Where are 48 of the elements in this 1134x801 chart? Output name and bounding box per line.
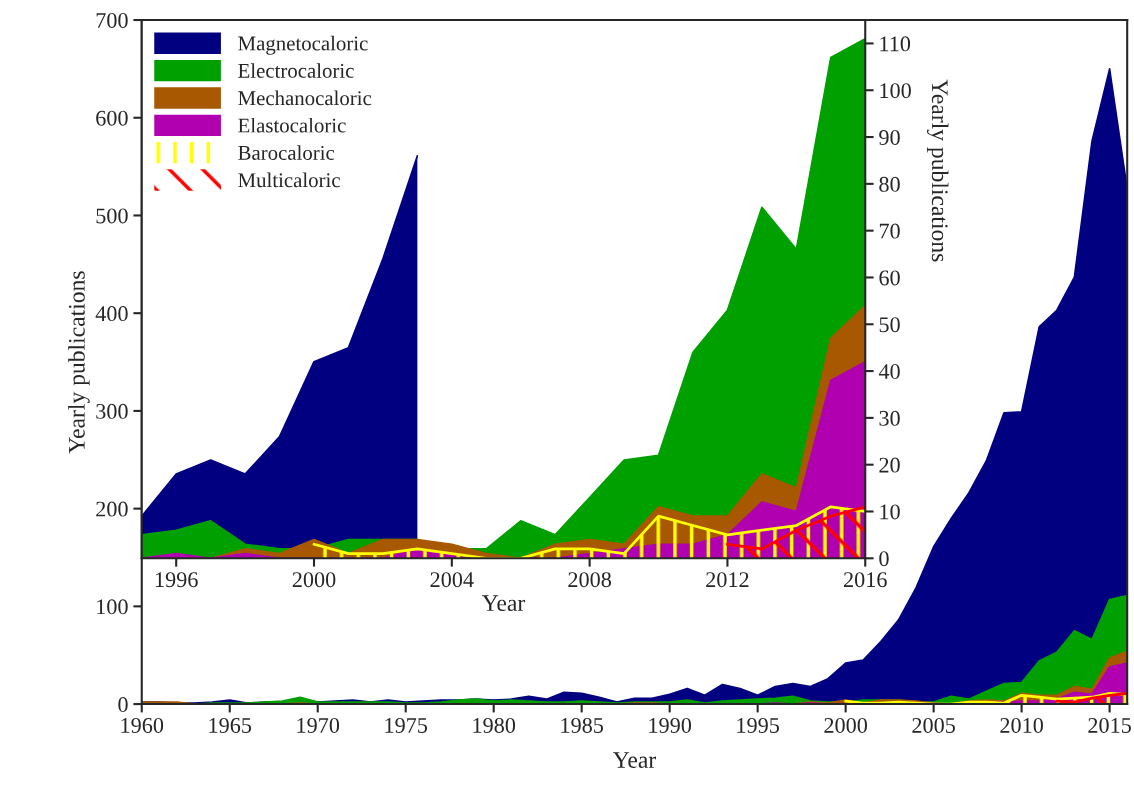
x-tick-label: 2015: [1088, 717, 1131, 733]
y-tick-label: 600: [96, 110, 128, 126]
x-tick-label: 1970: [297, 717, 340, 733]
y-tick-label: 40: [878, 364, 900, 379]
x-tick-label: 1960: [121, 717, 164, 733]
legend-label: Electrocaloric: [238, 63, 354, 78]
x-tick-label: 1965: [209, 717, 252, 733]
y-tick-label: 80: [879, 176, 900, 192]
y-tick-label: 20: [879, 457, 900, 473]
y-tick-label: 700: [96, 12, 128, 28]
x-tick-label: 2010: [1000, 717, 1043, 733]
y-tick-label: 400: [95, 306, 128, 322]
x-tick-label: 2012: [706, 572, 749, 588]
x-tick-label: 1975: [385, 717, 428, 733]
y-tick-label: 10: [880, 504, 900, 520]
y-axis-title: Yearly publications: [926, 79, 949, 262]
x-axis-title: Year: [612, 752, 657, 768]
y-tick-label: 0: [118, 697, 128, 713]
x-tick-label: 2005: [912, 717, 955, 733]
y-tick-label: 500: [96, 208, 128, 224]
x-tick-label: 2000: [292, 572, 336, 588]
y-tick-label: 110: [880, 36, 911, 52]
x-tick-label: 2000: [824, 717, 868, 733]
y-axis-title: Yearly publications: [68, 271, 90, 454]
legend-label: Barocaloric: [238, 145, 335, 160]
legend-label: Elastocaloric: [238, 117, 346, 133]
y-tick-label: 90: [879, 129, 900, 145]
y-tick-label: 30: [879, 410, 900, 426]
y-tick-label: 300: [96, 403, 128, 419]
x-tick-label: 2016: [844, 572, 887, 588]
x-tick-label: 2008: [568, 572, 611, 588]
legend-label: Mechanocaloric: [238, 90, 372, 106]
y-tick-label: 100: [880, 83, 911, 99]
y-tick-label: 0: [879, 551, 889, 567]
y-tick-label: 50: [879, 317, 900, 333]
x-tick-label: 1996: [155, 572, 198, 588]
x-tick-label: 1995: [737, 717, 780, 733]
x-tick-label: 1990: [649, 717, 692, 733]
y-tick-label: 60: [879, 270, 900, 286]
y-tick-label: 70: [879, 223, 900, 239]
x-tick-label: 1980: [473, 717, 516, 733]
x-axis-title: Year: [482, 595, 526, 612]
y-tick-label: 200: [96, 501, 128, 517]
x-tick-label: 1985: [561, 717, 604, 733]
x-tick-label: 2004: [430, 572, 474, 588]
y-tick-label: 100: [97, 599, 128, 615]
legend-label: Multicaloric: [238, 172, 340, 188]
legend-label: Magnetocaloric: [238, 35, 368, 55]
